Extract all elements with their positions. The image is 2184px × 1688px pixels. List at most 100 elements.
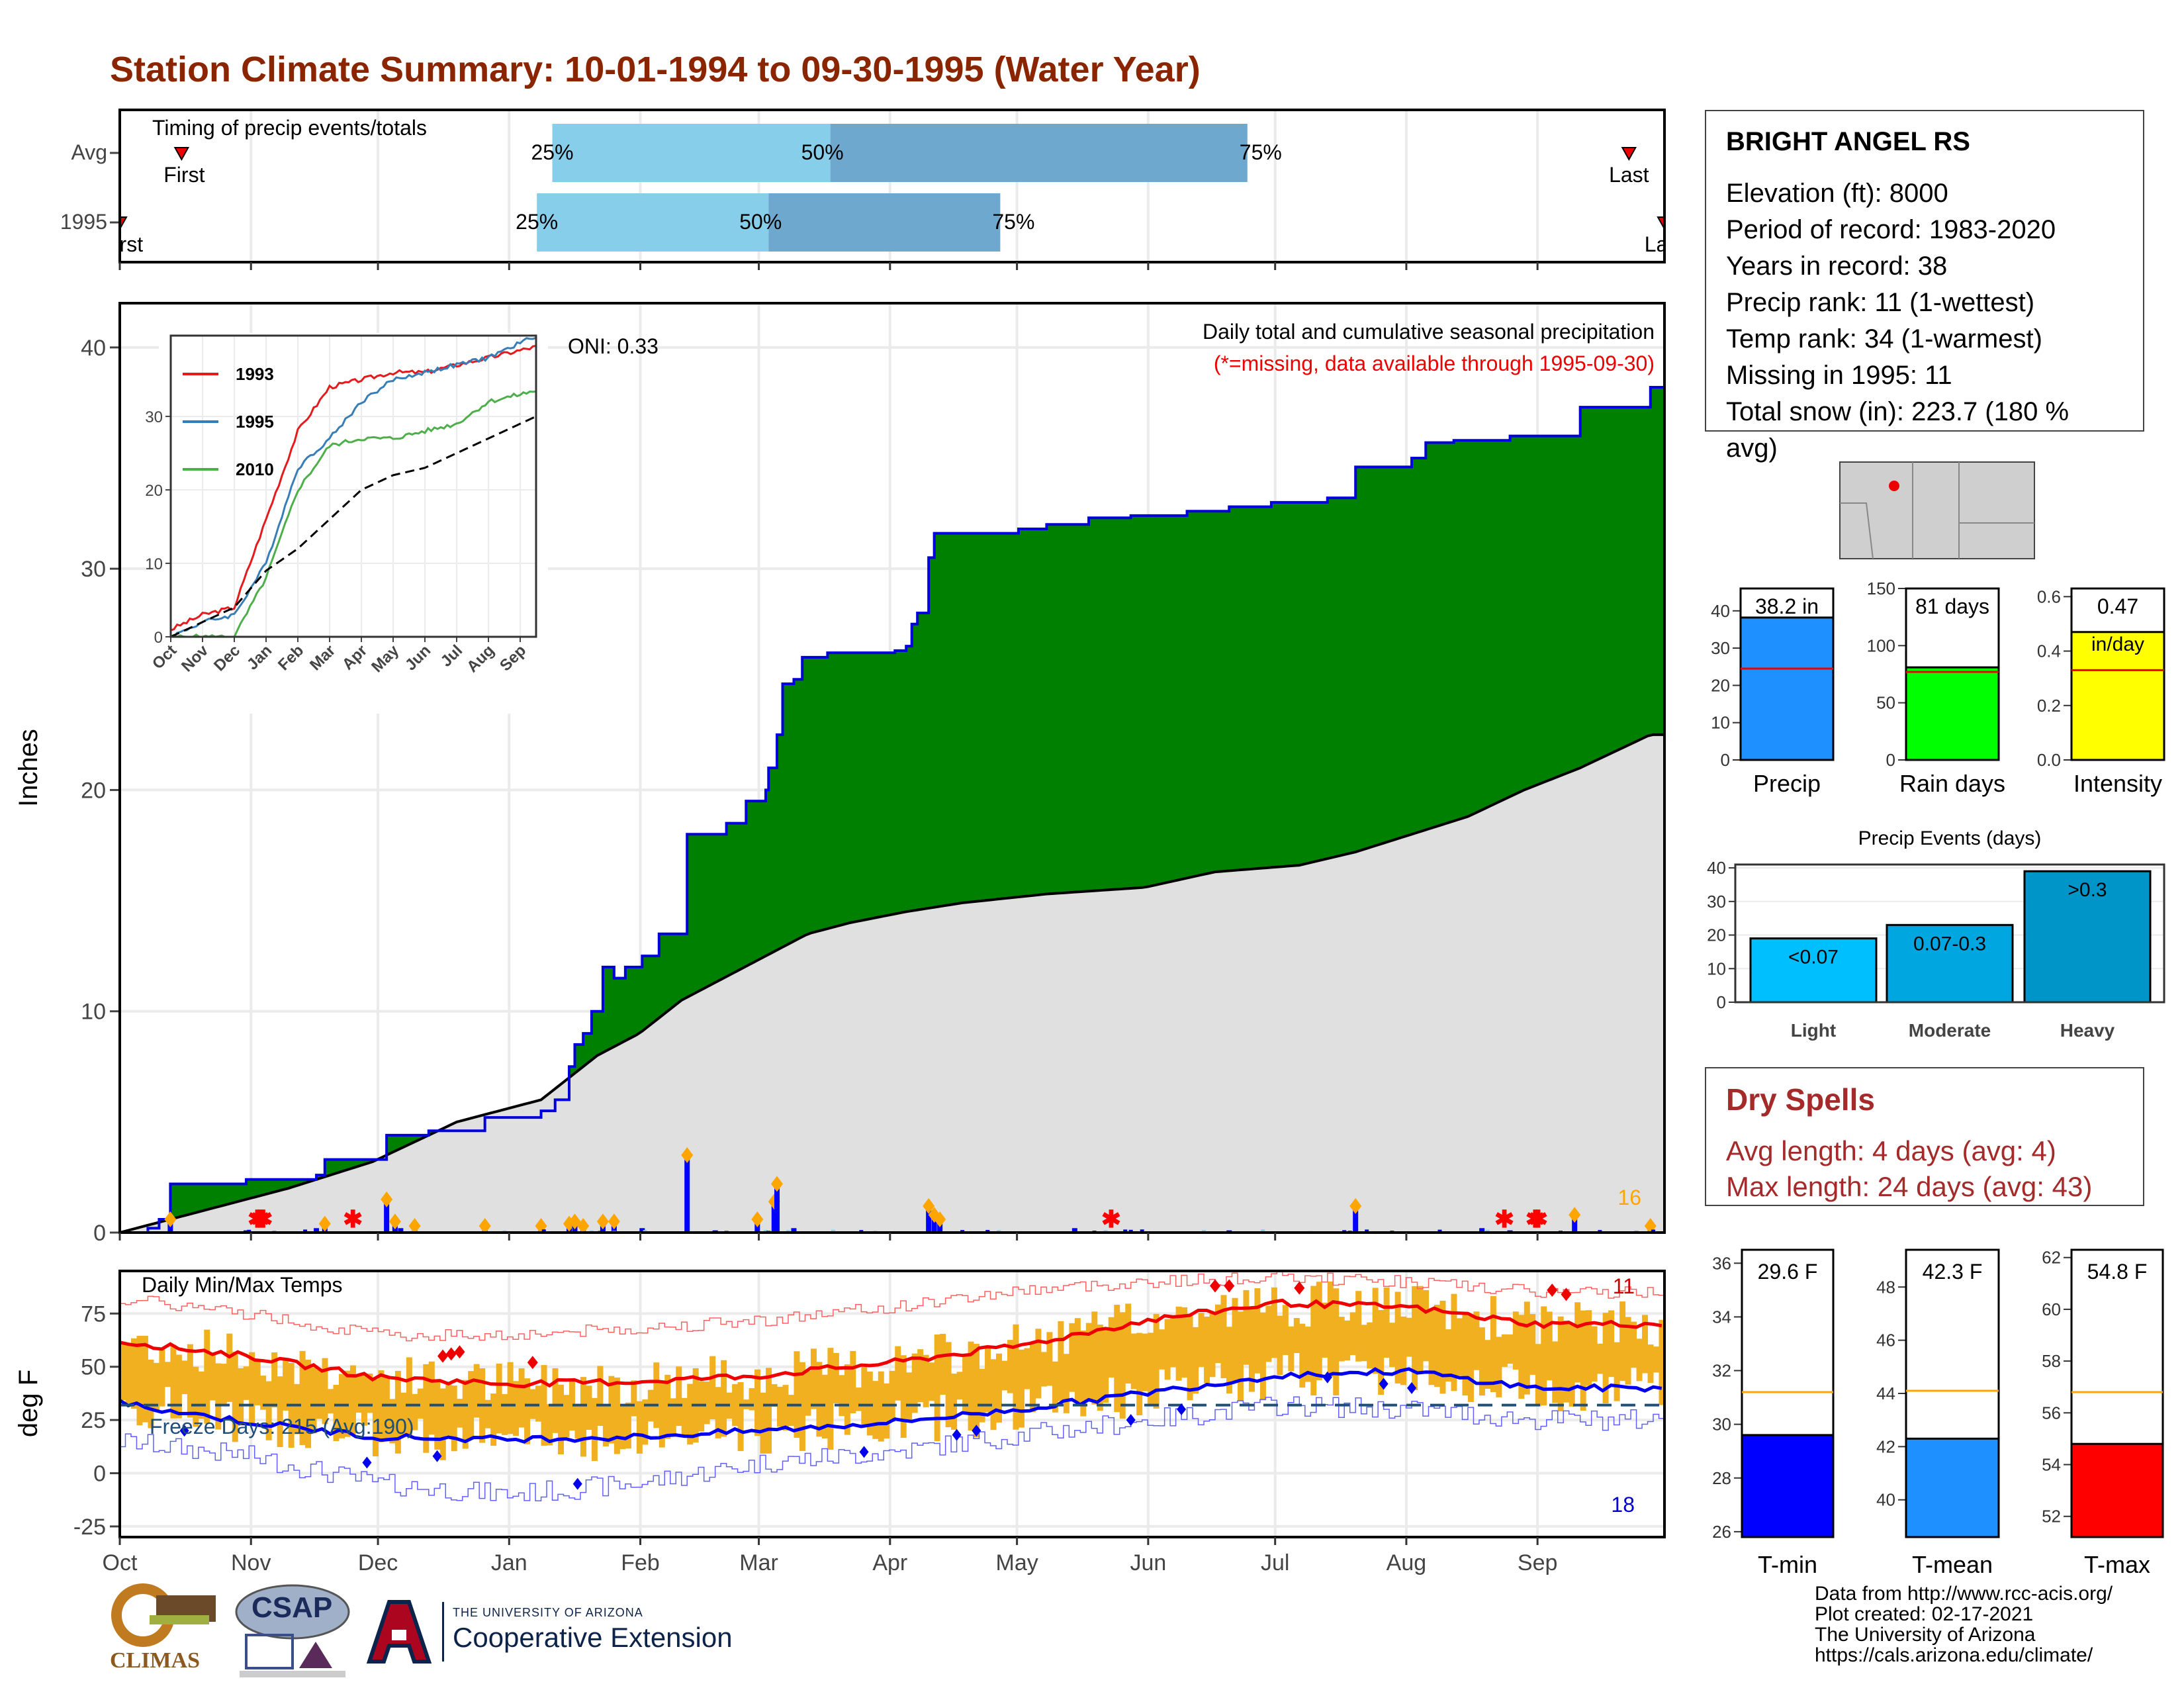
daily-precip-bar — [398, 1228, 404, 1233]
daily-temp-bar — [1254, 1288, 1261, 1374]
month-axis-label: Aug — [1387, 1550, 1427, 1575]
daily-temp-bar — [586, 1385, 592, 1430]
timing-panel: Timing of precip events/totals Avg 25% 50% 7… — [0, 109, 1699, 270]
first-event-label: First — [163, 163, 205, 187]
station-line-snow: Total snow (in): 223.7 (180 % avg) — [1726, 397, 2070, 463]
daily-trace-bar — [1651, 1229, 1656, 1233]
daily-temp-bar — [439, 1388, 446, 1460]
temp-y-tick-label: -25 — [73, 1515, 106, 1540]
daily-temp-bar — [1114, 1305, 1120, 1413]
daily-temp-bar — [844, 1364, 850, 1435]
record-high-marker — [527, 1356, 538, 1370]
daily-temp-bar — [996, 1353, 1003, 1423]
daily-temp-bar — [1091, 1311, 1098, 1405]
daily-temp-bar — [1040, 1352, 1047, 1387]
record-low-marker — [179, 1425, 189, 1437]
temp-summary-y-tick-label: 44 — [1876, 1383, 1895, 1403]
daily-temp-bar — [1288, 1326, 1295, 1372]
summary-value-unit: in/day — [2091, 633, 2144, 655]
credits-block: Data from http://www.rcc-acis.org/ Plot … — [1815, 1583, 2113, 1665]
daily-temp-bar — [1024, 1348, 1030, 1389]
hot-days-count: 11 — [1613, 1274, 1635, 1298]
daily-temp-bar — [310, 1367, 317, 1434]
daily-temp-bar — [1614, 1342, 1620, 1401]
summary-y-tick-label: 40 — [1711, 601, 1730, 621]
precip-y-tick-label: 0 — [93, 1221, 106, 1246]
daily-temp-bar — [283, 1360, 289, 1411]
summary-y-tick-label: 30 — [1711, 638, 1730, 658]
daily-temp-bar — [1097, 1325, 1103, 1411]
daily-precip-bar — [926, 1205, 932, 1233]
record-low-marker — [952, 1429, 962, 1441]
temp-summary-y-tick-label: 52 — [2042, 1507, 2061, 1526]
daily-temp-bar — [1462, 1314, 1469, 1396]
temp-y-tick-label: 0 — [93, 1462, 106, 1487]
temp-summary-y-tick-label: 28 — [1712, 1468, 1731, 1488]
daily-temp-bar — [507, 1362, 514, 1434]
daily-precip-bar — [684, 1155, 690, 1233]
daily-temp-bar — [962, 1354, 969, 1414]
temp-summary-y-tick-label: 54 — [2042, 1455, 2061, 1475]
temp-summary-y-tick-label: 32 — [1712, 1361, 1731, 1381]
record-low-marker — [362, 1456, 372, 1469]
daily-temp-bar — [204, 1329, 210, 1424]
daily-temp-bar — [372, 1379, 379, 1457]
daily-temp-bar — [1164, 1319, 1171, 1380]
month-axis-label: Sep — [1518, 1550, 1558, 1575]
daily-temp-bar — [1259, 1312, 1266, 1401]
daily-temp-bar — [850, 1350, 856, 1414]
record-high-marker — [437, 1349, 449, 1363]
daily-temp-bar — [917, 1349, 924, 1403]
missing-day-marker: ✱ — [250, 1205, 270, 1233]
daily-temp-bar — [1001, 1360, 1008, 1391]
daily-temp-bar — [1237, 1311, 1244, 1401]
station-location-marker — [1889, 481, 1899, 491]
daily-trace-bar — [1365, 1229, 1369, 1233]
daily-temp-bar — [136, 1335, 143, 1426]
daily-precip-bar — [1572, 1215, 1578, 1233]
snow-event-marker — [608, 1213, 620, 1230]
daily-temp-bar — [1636, 1338, 1643, 1382]
summary-y-tick-label: 100 — [1867, 635, 1895, 655]
snow-event-marker — [318, 1215, 331, 1232]
daily-temp-bar — [226, 1333, 233, 1402]
daily-temp-bar — [1148, 1333, 1154, 1405]
daily-temp-bar — [349, 1365, 356, 1434]
daily-temp-bar — [1490, 1295, 1496, 1392]
daily-temp-bar — [1602, 1313, 1609, 1404]
summary-y-tick-label: 0 — [1721, 750, 1730, 770]
last-event-marker — [1621, 147, 1637, 162]
precip-events-category-label: Moderate — [1909, 1020, 1991, 1041]
daily-temp-bar — [642, 1399, 649, 1445]
precip-events-bar — [1886, 923, 2014, 1004]
daily-temp-bar — [1518, 1315, 1525, 1399]
daily-temp-bar — [884, 1383, 890, 1439]
daily-temp-bar — [265, 1381, 272, 1440]
daily-temp-bar — [1063, 1354, 1069, 1413]
climas-logo-mark — [111, 1583, 216, 1647]
daily-temp-bar — [175, 1354, 182, 1419]
daily-temp-bar — [1591, 1326, 1598, 1382]
daily-temp-bar — [490, 1393, 497, 1446]
daily-temp-bar — [1484, 1340, 1491, 1389]
daily-temp-bar — [271, 1352, 278, 1408]
daily-temp-bar — [159, 1349, 165, 1407]
temp-summary-y-tick-label: 30 — [1712, 1415, 1731, 1434]
precip-events-y-tick-label: 30 — [1707, 892, 1726, 912]
precip-events-y-tick-label: 0 — [1717, 992, 1726, 1012]
timing-q50-label: 50% — [739, 210, 782, 234]
daily-temp-bar — [254, 1359, 261, 1406]
daily-temp-bar — [1557, 1316, 1564, 1412]
missing-day-marker: ✱ — [343, 1205, 363, 1233]
daily-temp-bar — [1204, 1316, 1210, 1383]
record-high-marker — [1547, 1283, 1558, 1297]
daily-temp-bar — [1456, 1318, 1463, 1376]
daily-temp-bar — [428, 1361, 435, 1435]
record-low-marker — [859, 1446, 869, 1458]
daily-temp-bar — [591, 1397, 598, 1462]
daily-temp-bar — [243, 1366, 250, 1400]
daily-temp-bar — [153, 1362, 159, 1411]
daily-temp-bar — [1647, 1344, 1654, 1383]
inset-y-tick-label: 10 — [145, 555, 163, 573]
